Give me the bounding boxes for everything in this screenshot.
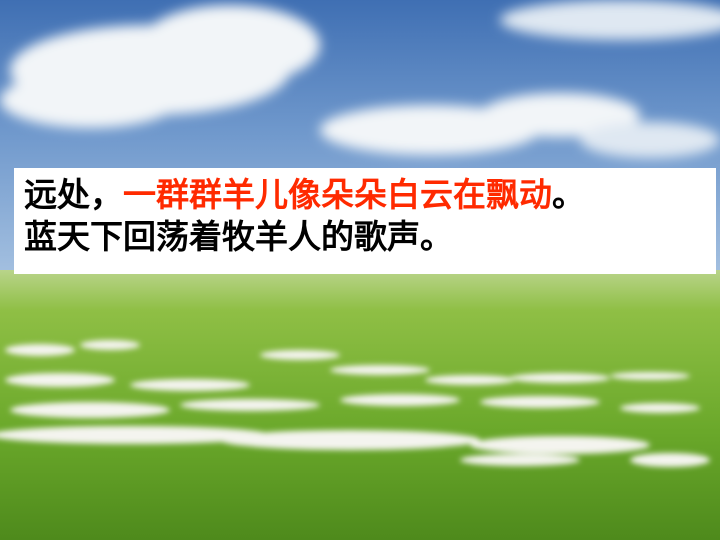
caption-line-1: 远处，一群群羊儿像朵朵白云在飘动。 bbox=[24, 174, 706, 216]
caption-line-1-lead: 远处， bbox=[24, 175, 123, 214]
caption-box: 远处，一群群羊儿像朵朵白云在飘动。 蓝天下回荡着牧羊人的歌声。 bbox=[14, 168, 716, 274]
caption-line-1-highlight: 一群群羊儿像朵朵白云在飘动 bbox=[123, 175, 552, 214]
caption-line-1-end: 。 bbox=[552, 175, 585, 214]
sheep-flock bbox=[0, 340, 710, 467]
clouds bbox=[0, 0, 720, 158]
caption-line-2: 蓝天下回荡着牧羊人的歌声。 bbox=[24, 217, 453, 256]
